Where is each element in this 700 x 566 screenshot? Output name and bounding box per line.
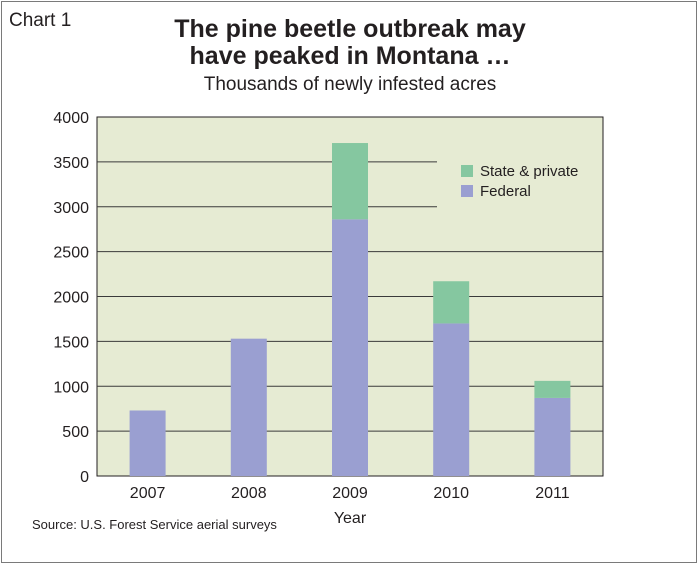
chart-title: The pine beetle outbreak may have peaked… [0,16,700,70]
y-tick-label: 4000 [53,110,89,127]
legend-swatch [461,165,473,177]
bar-federal [129,410,166,476]
x-axis-label: Year [334,510,367,527]
chart-number-label: Chart 1 [9,10,72,31]
source-note: Source: U.S. Forest Service aerial surve… [32,517,277,532]
y-tick-label: 3500 [53,155,89,172]
bar-state-private [534,380,571,398]
bar-state-private [332,143,368,220]
y-tick-label: 3000 [53,200,89,217]
bar-state-private [433,281,470,324]
bar-federal [534,397,571,476]
bar-federal [230,338,267,476]
bar-federal [332,219,368,476]
y-tick-label: 2500 [53,245,89,262]
legend-label: State & private [480,163,578,180]
x-tick-label: 2007 [130,485,166,502]
y-tick-label: 1000 [53,379,89,396]
x-tick-label: 2010 [433,485,469,502]
legend-label: Federal [480,183,531,200]
legend-swatch [461,185,473,197]
x-tick-label: 2009 [332,485,368,502]
y-tick-label: 2000 [53,290,89,307]
y-tick-label: 1500 [53,334,89,351]
y-tick-label: 500 [62,424,89,441]
x-tick-label: 2011 [535,485,570,502]
chart-subtitle: Thousands of newly infested acres [203,74,497,95]
y-tick-label: 0 [80,469,89,486]
chart-title-line-2: have peaked in Montana … [189,42,511,70]
x-tick-label: 2008 [231,485,267,502]
bar-federal [433,323,470,476]
chart-title-line-1: The pine beetle outbreak may [174,15,526,43]
